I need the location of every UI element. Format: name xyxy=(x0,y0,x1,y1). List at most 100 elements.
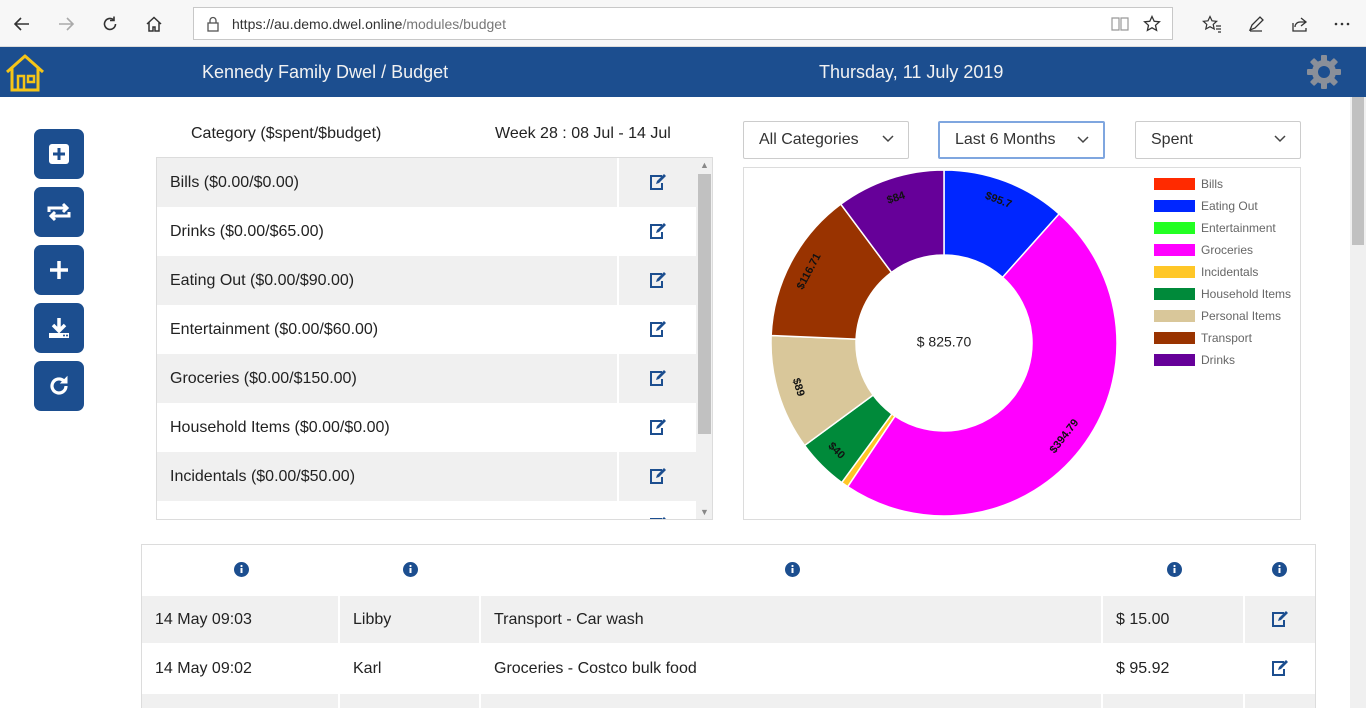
edit-icon[interactable] xyxy=(617,256,696,305)
metric-filter-select[interactable]: Spent xyxy=(1135,121,1301,159)
edit-icon[interactable] xyxy=(617,305,696,354)
pie-slice[interactable] xyxy=(770,203,893,340)
legend-label[interactable]: Entertainment xyxy=(1201,221,1276,235)
legend-swatch[interactable] xyxy=(1154,244,1195,256)
page-scroll-thumb[interactable] xyxy=(1352,97,1364,245)
category-label: Groceries ($0.00/$150.00) xyxy=(157,354,617,403)
info-icon[interactable] xyxy=(1167,562,1182,577)
favorite-star-icon[interactable] xyxy=(1143,15,1161,33)
scroll-thumb[interactable] xyxy=(698,174,711,434)
chevron-down-icon xyxy=(882,135,894,143)
pie-slice[interactable] xyxy=(839,169,945,274)
donut-chart: $95.7$394.79$40$89$116.71$84$ 825.70Bill… xyxy=(770,169,1291,517)
list-item[interactable]: Entertainment ($0.00/$60.00) xyxy=(157,305,696,354)
edit-icon[interactable] xyxy=(617,501,696,519)
list-item[interactable]: Eating Out ($0.00/$90.00) xyxy=(157,256,696,305)
edit-icon[interactable] xyxy=(617,158,696,207)
legend-label[interactable]: Personal Items xyxy=(1201,309,1281,323)
tx-description: Groceries - Costco bulk food xyxy=(481,645,1103,692)
table-row[interactable]: 14 May 09:03 Libby Transport - Car wash … xyxy=(142,596,1315,643)
category-label: Bills ($0.00/$0.00) xyxy=(157,158,617,207)
legend-label[interactable]: Household Items xyxy=(1201,287,1291,301)
browser-toolbar: https://au.demo.dwel.online/modules/budg… xyxy=(0,0,1366,47)
more-menu-icon[interactable] xyxy=(1327,9,1357,39)
page-scrollbar[interactable] xyxy=(1350,97,1366,708)
download-button[interactable] xyxy=(34,303,84,353)
legend-label[interactable]: Transport xyxy=(1201,331,1253,345)
legend-swatch[interactable] xyxy=(1154,200,1195,212)
table-row[interactable]: 14 May 09:02 Karl Groceries - Costco bul… xyxy=(142,645,1315,692)
add-category-button[interactable] xyxy=(34,129,84,179)
repeat-icon xyxy=(47,202,71,222)
metric-filter-value: Spent xyxy=(1151,131,1193,148)
tx-amount: $ 95.92 xyxy=(1103,645,1245,692)
legend-label[interactable]: Bills xyxy=(1201,177,1223,191)
category-label: Eating Out ($0.00/$90.00) xyxy=(157,256,617,305)
page-title: Kennedy Family Dwel / Budget xyxy=(202,62,449,82)
favorites-icon[interactable] xyxy=(1197,9,1227,39)
edit-icon[interactable] xyxy=(1245,645,1315,692)
refresh-icon[interactable] xyxy=(95,9,125,39)
redo-icon xyxy=(50,375,68,395)
legend-swatch[interactable] xyxy=(1154,222,1195,234)
back-icon[interactable] xyxy=(7,9,37,39)
lock-icon xyxy=(204,15,222,33)
info-icon[interactable] xyxy=(785,562,800,577)
week-range: Week 28 : 08 Jul - 14 Jul xyxy=(495,125,671,142)
address-bar[interactable]: https://au.demo.dwel.online/modules/budg… xyxy=(193,7,1173,40)
table-row[interactable] xyxy=(142,694,1315,708)
pen-icon[interactable] xyxy=(1241,9,1271,39)
forward-icon[interactable] xyxy=(51,9,81,39)
add-transaction-button[interactable] xyxy=(34,245,84,295)
legend-swatch[interactable] xyxy=(1154,266,1195,278)
category-filter-select[interactable]: All Categories xyxy=(743,121,909,159)
recurring-button[interactable] xyxy=(34,187,84,237)
scroll-down-icon[interactable]: ▼ xyxy=(700,507,709,517)
current-date: Thursday, 11 July 2019 xyxy=(819,62,1004,82)
tx-date: 14 May 09:03 xyxy=(142,596,340,643)
list-item[interactable]: Drinks ($0.00/$65.00) xyxy=(157,207,696,256)
legend-label[interactable]: Drinks xyxy=(1201,353,1235,367)
legend-swatch[interactable] xyxy=(1154,288,1195,300)
transactions-table: 14 May 09:03 Libby Transport - Car wash … xyxy=(141,544,1316,708)
legend-swatch[interactable] xyxy=(1154,178,1195,190)
legend-swatch[interactable] xyxy=(1154,354,1195,366)
home-logo-icon[interactable] xyxy=(3,52,47,94)
gear-icon[interactable] xyxy=(1304,52,1344,92)
chevron-down-icon xyxy=(1077,136,1089,144)
list-item[interactable]: Bills ($0.00/$0.00) xyxy=(157,158,696,207)
period-filter-select[interactable]: Last 6 Months xyxy=(938,121,1105,159)
list-item[interactable]: Incidentals ($0.00/$50.00) xyxy=(157,452,696,501)
edit-icon[interactable] xyxy=(1245,596,1315,643)
list-item[interactable] xyxy=(157,501,696,519)
legend-label[interactable]: Eating Out xyxy=(1201,199,1258,213)
legend-swatch[interactable] xyxy=(1154,310,1195,322)
info-icon[interactable] xyxy=(234,562,249,577)
chevron-down-icon xyxy=(1274,135,1286,143)
spending-chart: $95.7 $394.79 $40 $89 $116.71 $84 $ 825.70 Bill… xyxy=(743,167,1301,520)
legend-label[interactable]: Groceries xyxy=(1201,243,1253,257)
list-item[interactable]: Household Items ($0.00/$0.00) xyxy=(157,403,696,452)
edit-icon[interactable] xyxy=(617,207,696,256)
pie-slice[interactable] xyxy=(846,212,1118,517)
tx-description: Transport - Car wash xyxy=(481,596,1103,643)
share-icon[interactable] xyxy=(1285,9,1315,39)
edit-icon[interactable] xyxy=(617,354,696,403)
category-column-header: Category ($spent/$budget) xyxy=(191,125,382,142)
plus-square-icon xyxy=(49,144,69,164)
slice-label: $84 xyxy=(885,189,907,206)
legend-label[interactable]: Incidentals xyxy=(1201,265,1258,279)
home-nav-icon[interactable] xyxy=(139,9,169,39)
list-item[interactable]: Groceries ($0.00/$150.00) xyxy=(157,354,696,403)
download-icon xyxy=(49,318,69,338)
edit-icon[interactable] xyxy=(617,452,696,501)
reload-button[interactable] xyxy=(34,361,84,411)
category-label: Incidentals ($0.00/$50.00) xyxy=(157,452,617,501)
info-icon[interactable] xyxy=(403,562,418,577)
reading-view-icon[interactable] xyxy=(1111,15,1129,33)
list-scrollbar[interactable]: ▲ ▼ xyxy=(696,158,712,519)
info-icon[interactable] xyxy=(1272,562,1287,577)
scroll-up-icon[interactable]: ▲ xyxy=(700,160,709,170)
edit-icon[interactable] xyxy=(617,403,696,452)
legend-swatch[interactable] xyxy=(1154,332,1195,344)
